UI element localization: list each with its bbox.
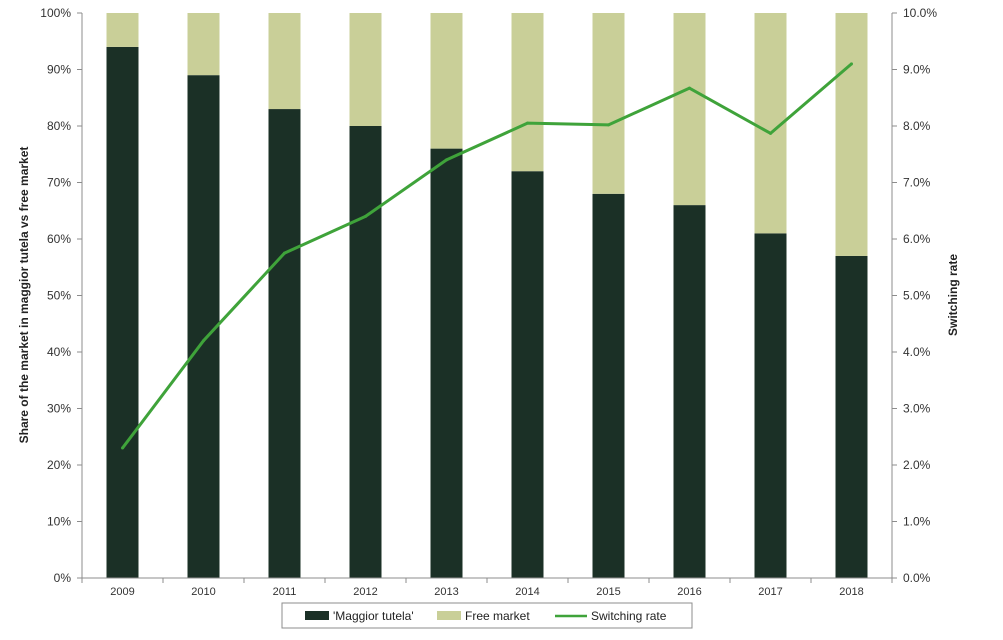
x-tick-label: 2009 [110, 586, 134, 598]
x-tick-label: 2016 [677, 586, 701, 598]
bar-free-market-2012 [349, 13, 382, 126]
bar-free-market-2018 [835, 13, 868, 256]
bar-maggior-tutela-2010 [187, 75, 220, 579]
y-axis-title: Share of the market in maggior tutela vs… [17, 147, 31, 444]
y-tick-label: 0% [54, 571, 72, 585]
y2-tick-label: 10.0% [903, 6, 937, 20]
left-axis-ticks: 0% 10% 20% 30% 40% 50% 60% 70% 80% 90% 100% [40, 6, 82, 585]
y2-tick-label: 2.0% [903, 458, 931, 472]
y-tick-label: 10% [47, 515, 71, 529]
bar-maggior-tutela-2018 [835, 255, 868, 578]
bars-layer [106, 13, 868, 579]
x-tick-label: 2010 [191, 586, 215, 598]
bar-maggior-tutela-2017 [754, 233, 787, 578]
switching-rate-point-2016 [688, 86, 691, 90]
bar-free-market-2013 [430, 13, 463, 149]
bar-maggior-tutela-2011 [268, 109, 301, 579]
bar-free-market-2016 [673, 13, 706, 206]
bar-free-market-2014 [511, 13, 544, 172]
switching-rate-point-2011 [283, 251, 286, 255]
y2-tick-label: 3.0% [903, 402, 931, 416]
y-tick-label: 30% [47, 402, 71, 416]
legend-box [281, 602, 693, 629]
x-tick-label: 2012 [353, 586, 377, 598]
switching-rate-line-layer [121, 62, 853, 450]
legend-label-switching-rate: Switching rate [591, 609, 667, 623]
y-tick-label: 50% [47, 289, 71, 303]
y-tick-label: 100% [40, 6, 71, 20]
y-tick-label: 80% [47, 119, 71, 133]
legend-swatch-maggior-tutela [305, 611, 329, 620]
legend-label-maggior-tutela: 'Maggior tutela' [333, 609, 414, 623]
legend-swatch-free-market [437, 611, 461, 620]
legend: 'Maggior tutela' Free market Switching r… [281, 602, 693, 629]
switching-rate-point-2018 [850, 62, 853, 66]
y2-tick-label: 9.0% [903, 63, 931, 77]
y2-axis-title: Switching rate [946, 254, 960, 336]
right-axis-ticks: 0.0% 1.0% 2.0% 3.0% 4.0% 5.0% 6.0% 7.0% 8.0% 9.0%… [892, 6, 937, 585]
y-tick-label: 70% [47, 176, 71, 190]
y2-tick-label: 7.0% [903, 176, 931, 190]
bar-maggior-tutela-2012 [349, 126, 382, 578]
bar-free-market-2009 [106, 13, 139, 47]
y-tick-label: 40% [47, 345, 71, 359]
y2-tick-label: 8.0% [903, 119, 931, 133]
legend-label-free-market: Free market [465, 609, 530, 623]
switching-rate-line [121, 62, 853, 449]
bar-maggior-tutela-2016 [673, 205, 706, 578]
bar-maggior-tutela-2015 [592, 193, 625, 579]
switching-rate-point-2014 [526, 121, 529, 125]
x-axis-ticks: 2009 2010 2011 2012 2013 2014 2015 2016 2017 2018 [81, 578, 893, 598]
x-tick-label: 2014 [515, 586, 539, 598]
bar-maggior-tutela-2014 [511, 171, 544, 578]
switching-rate-point-2010 [202, 339, 205, 343]
x-tick-label: 2017 [758, 586, 782, 598]
bar-maggior-tutela-2013 [430, 148, 463, 578]
y2-tick-label: 4.0% [903, 345, 931, 359]
bar-free-market-2011 [268, 13, 301, 110]
y2-tick-label: 5.0% [903, 289, 931, 303]
switching-rate-point-2012 [364, 214, 367, 218]
y-tick-label: 90% [47, 63, 71, 77]
y2-tick-label: 0.0% [903, 571, 931, 585]
bar-free-market-2010 [187, 13, 220, 76]
y-tick-label: 60% [47, 232, 71, 246]
switching-rate-point-2017 [769, 131, 772, 135]
bar-maggior-tutela-2009 [106, 46, 139, 578]
x-tick-label: 2015 [596, 586, 620, 598]
switching-rate-point-2009 [121, 446, 124, 450]
y2-tick-label: 1.0% [903, 515, 931, 529]
switching-rate-point-2015 [607, 123, 610, 127]
switching-rate-point-2013 [445, 158, 448, 162]
bar-free-market-2015 [592, 13, 625, 194]
x-tick-label: 2011 [273, 586, 297, 598]
x-tick-label: 2013 [434, 586, 458, 598]
x-tick-label: 2018 [839, 586, 863, 598]
y-tick-label: 20% [47, 458, 71, 472]
y2-tick-label: 6.0% [903, 232, 931, 246]
